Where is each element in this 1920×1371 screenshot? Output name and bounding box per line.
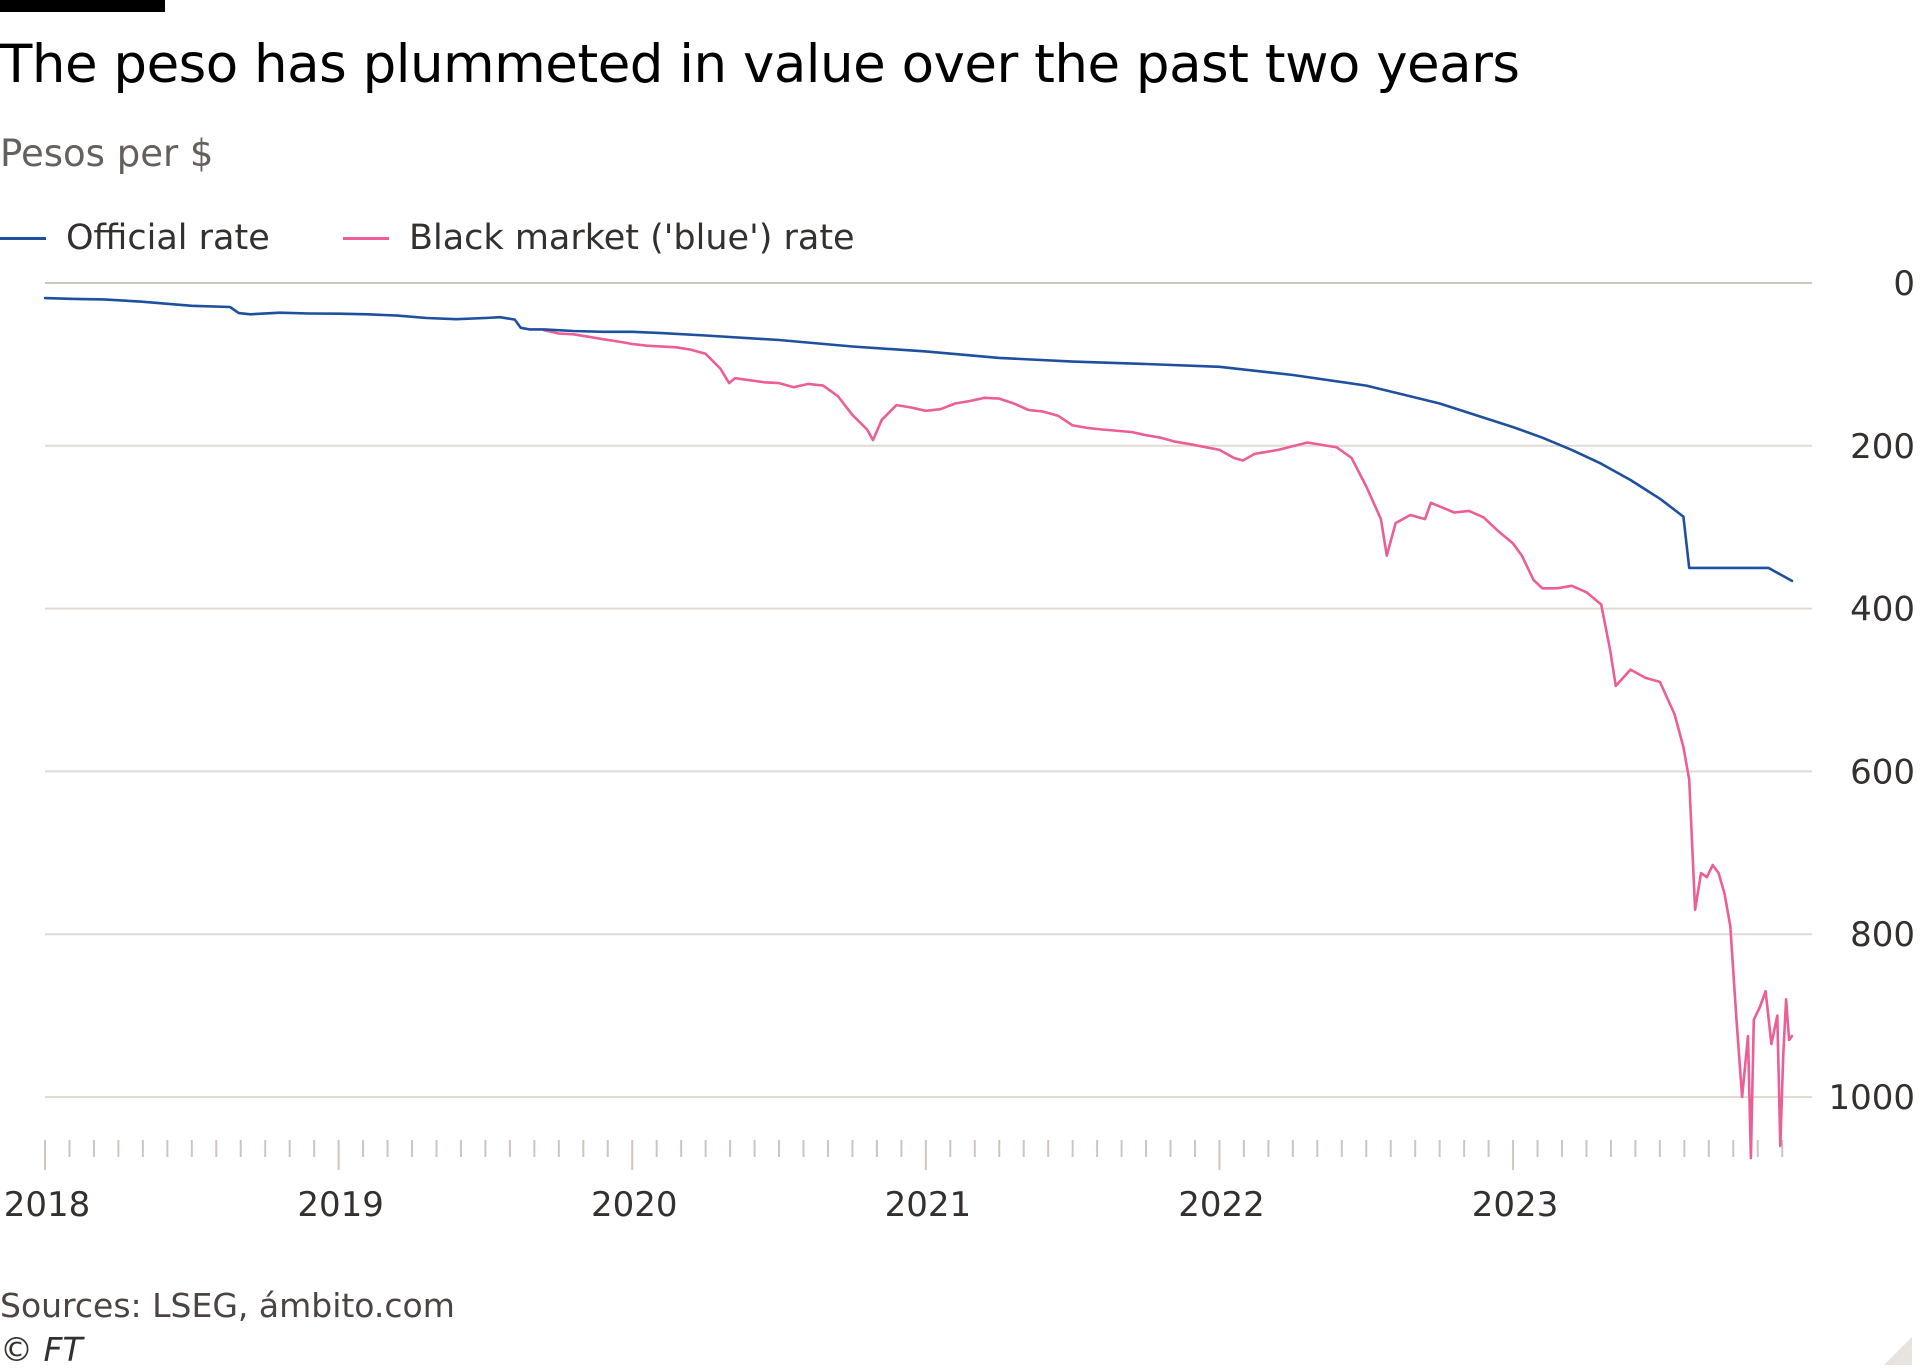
series-line-official [43,296,1794,583]
x-tick-label: 2023 [1472,1185,1559,1225]
legend-swatch-blue [343,236,389,240]
chart-subtitle: Pesos per $ [0,132,214,175]
legend-item-official: Official rate [0,218,270,258]
y-tick-label: 200 [1850,427,1915,467]
x-tick-label: 2020 [591,1185,678,1225]
x-tick-label: 2022 [1178,1185,1265,1225]
x-tick-label: 2018 [4,1185,91,1225]
resize-corner-icon [1884,1337,1912,1365]
y-tick-label: 400 [1850,590,1915,630]
legend-label-blue: Black market ('blue') rate [409,218,855,258]
y-tick-label: 600 [1850,752,1915,792]
x-tick-label: 2019 [297,1185,384,1225]
copyright-note: © FT [0,1330,83,1369]
y-tick-label: 1000 [1828,1078,1915,1118]
brand-top-bar [0,0,165,12]
y-tick-label: 800 [1850,915,1915,955]
legend-item-blue: Black market ('blue') rate [343,218,855,258]
legend-label-official: Official rate [66,218,270,258]
chart-title: The peso has plummeted in value over the… [0,34,1520,95]
y-axis: 0 200 400 600 800 1000 [1828,270,1915,1118]
series-line-blue [542,328,1794,1160]
y-tick-label: 0 [1893,270,1915,304]
line-chart: 2018 2019 2020 2021 2022 2023 0 200 400 600 800 10… [4,270,1915,1225]
x-axis: 2018 2019 2020 2021 2022 2023 [4,1140,1784,1225]
series-layer [43,296,1794,1160]
x-tick-label: 2021 [885,1185,972,1225]
legend-swatch-official [0,236,46,240]
grid-layer [45,282,1812,1098]
source-note: Sources: LSEG, ámbito.com [0,1286,455,1325]
